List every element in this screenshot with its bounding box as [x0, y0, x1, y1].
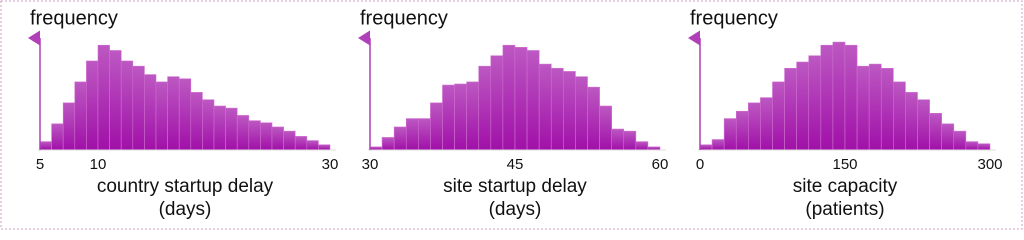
- bar: [418, 118, 431, 151]
- bar: [132, 65, 145, 151]
- bar: [514, 47, 528, 151]
- y-axis-label: frequency: [690, 7, 778, 29]
- bar: [880, 67, 894, 151]
- bar: [856, 65, 870, 151]
- x-tick-label: 30: [322, 156, 339, 173]
- bar: [977, 143, 991, 151]
- bar: [236, 115, 250, 151]
- bar: [97, 44, 110, 151]
- bar: [51, 123, 64, 151]
- bar: [39, 141, 52, 151]
- bar: [905, 92, 918, 151]
- bar: [318, 144, 331, 151]
- bar: [248, 120, 261, 151]
- x-tick-label: 150: [832, 156, 857, 173]
- bar: [550, 67, 564, 151]
- x-axis-label: country startup delay: [97, 176, 274, 197]
- bar: [526, 50, 540, 151]
- bar: [502, 44, 516, 151]
- bar: [466, 81, 480, 151]
- bar: [772, 81, 785, 151]
- y-axis-label: frequency: [360, 7, 448, 29]
- bar: [490, 55, 504, 151]
- x-tick-label: 60: [652, 156, 669, 173]
- x-axis-label: (days): [489, 199, 542, 220]
- bar: [760, 97, 773, 151]
- bar: [109, 50, 122, 151]
- bar: [213, 105, 226, 151]
- bar: [844, 44, 858, 151]
- bar: [563, 71, 576, 151]
- bar: [723, 118, 737, 151]
- bar: [635, 141, 649, 151]
- bar: [454, 83, 467, 151]
- bar: [893, 81, 906, 151]
- bar: [575, 76, 588, 151]
- y-axis-label: frequency: [30, 7, 118, 29]
- bar: [929, 113, 942, 151]
- page: frequency 5 10 30 country startup delay (days…: [0, 0, 1024, 231]
- bar: [120, 60, 134, 151]
- bar: [832, 41, 846, 151]
- bar: [74, 81, 87, 151]
- bar: [796, 61, 810, 151]
- x-tick-label: 0: [696, 156, 704, 173]
- bar: [393, 126, 407, 151]
- bar: [868, 63, 882, 151]
- bar: [405, 118, 419, 151]
- bar: [86, 60, 99, 151]
- bar: [941, 123, 955, 151]
- bar: [599, 105, 612, 151]
- bar: [478, 65, 492, 151]
- bar: [699, 144, 713, 151]
- x-axis-label: site capacity: [793, 176, 898, 197]
- bar: [820, 44, 834, 151]
- bar: [808, 55, 822, 151]
- x-axis-label: site startup delay: [443, 176, 587, 197]
- bar: [271, 126, 284, 151]
- bar: [225, 107, 238, 151]
- x-tick-label: 30: [362, 156, 379, 173]
- bar: [587, 86, 600, 151]
- bar: [306, 140, 319, 151]
- bar: [735, 110, 749, 151]
- bar: [167, 76, 180, 151]
- bar: [538, 63, 552, 151]
- bar: [711, 139, 725, 151]
- x-axis-label: (patients): [805, 199, 884, 220]
- bar: [381, 137, 395, 151]
- bar: [62, 102, 76, 151]
- x-axis-label: (days): [159, 199, 212, 220]
- bar: [611, 128, 625, 151]
- bar: [178, 78, 192, 151]
- x-tick-label: 300: [977, 156, 1002, 173]
- bar: [442, 84, 455, 151]
- bar: [190, 92, 203, 151]
- bar: [430, 102, 443, 151]
- bar: [260, 122, 273, 151]
- bar: [623, 130, 637, 151]
- bar: [294, 136, 308, 151]
- bar: [202, 99, 215, 151]
- x-tick-label: 5: [36, 156, 44, 173]
- bar: [784, 67, 797, 151]
- x-tick-label: 45: [507, 156, 524, 173]
- bar: [283, 130, 296, 151]
- x-tick-label: 10: [90, 156, 107, 173]
- bar: [748, 102, 761, 151]
- frame: [0, 0, 1023, 230]
- bar: [144, 74, 157, 151]
- bar: [965, 141, 979, 151]
- bar: [953, 130, 967, 151]
- bar: [917, 99, 930, 151]
- bar: [155, 81, 168, 151]
